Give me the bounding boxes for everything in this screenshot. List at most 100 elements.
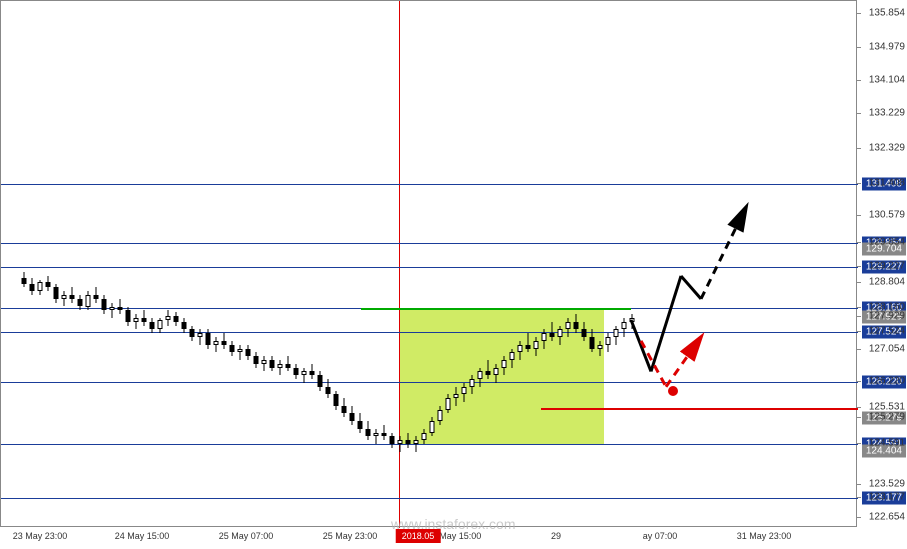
candle [589, 1, 595, 528]
candle [29, 1, 35, 528]
candle [445, 1, 451, 528]
candle [557, 1, 563, 528]
y-tick: 128.804 [869, 277, 905, 288]
x-tick: 31 May 23:00 [737, 531, 792, 541]
y-tick: 130.579 [869, 209, 905, 220]
candle [261, 1, 267, 528]
y-tick: 134.104 [869, 75, 905, 86]
chart-container: 131.408129.854129.227128.160127.524126.2… [0, 0, 907, 549]
candle [621, 1, 627, 528]
candle [77, 1, 83, 528]
candle [413, 1, 419, 528]
y-tick: 129.227 [869, 261, 905, 272]
candle [45, 1, 51, 528]
candle [429, 1, 435, 528]
y-tick: 131.408 [869, 177, 905, 188]
candle [189, 1, 195, 528]
candle [501, 1, 507, 528]
y-tick: 127.524 [869, 326, 905, 337]
candle [245, 1, 251, 528]
candle [517, 1, 523, 528]
candle [549, 1, 555, 528]
candle [525, 1, 531, 528]
candle [197, 1, 203, 528]
candle [285, 1, 291, 528]
y-axis: 135.854134.979134.104133.229132.329131.4… [857, 0, 907, 527]
y-tick: 123.177 [869, 492, 905, 503]
candle [157, 1, 163, 528]
candle [109, 1, 115, 528]
y-tick: 129.854 [869, 237, 905, 248]
candle [213, 1, 219, 528]
candle [509, 1, 515, 528]
candle [405, 1, 411, 528]
x-tick: 29 [551, 531, 561, 541]
candle [317, 1, 323, 528]
candle [389, 1, 395, 528]
candle [165, 1, 171, 528]
candle [269, 1, 275, 528]
plot-area[interactable]: 131.408129.854129.227128.160127.524126.2… [0, 0, 857, 527]
red-dot-marker [668, 386, 678, 396]
y-tick: 126.220 [869, 376, 905, 387]
x-axis: 23 May 23:00 24 May 15:00 25 May 07:00 25 M… [0, 527, 857, 549]
candle [349, 1, 355, 528]
candle [341, 1, 347, 528]
x-tick: 25 May 23:00 [323, 531, 378, 541]
candle [597, 1, 603, 528]
candle [605, 1, 611, 528]
candle [565, 1, 571, 528]
y-tick: 124.591 [869, 438, 905, 449]
candle [117, 1, 123, 528]
x-tick: 24 May 15:00 [115, 531, 170, 541]
x-date-highlight: 2018.05 [396, 529, 441, 543]
candle [493, 1, 499, 528]
candle [533, 1, 539, 528]
y-tick: 127.054 [869, 344, 905, 355]
y-tick: 135.854 [869, 8, 905, 19]
candle [333, 1, 339, 528]
candle [69, 1, 75, 528]
candle [133, 1, 139, 528]
candle [205, 1, 211, 528]
candle [37, 1, 43, 528]
candle [93, 1, 99, 528]
y-tick: 125.279 [869, 412, 905, 423]
candle [541, 1, 547, 528]
candle [149, 1, 155, 528]
candle [477, 1, 483, 528]
candle [613, 1, 619, 528]
green-support-line [361, 308, 631, 310]
candle [141, 1, 147, 528]
candle [485, 1, 491, 528]
x-tick: 25 May 07:00 [219, 531, 274, 541]
candle [437, 1, 443, 528]
y-tick: 123.529 [869, 478, 905, 489]
candle [277, 1, 283, 528]
y-tick: 122.654 [869, 512, 905, 523]
candle [21, 1, 27, 528]
candle [381, 1, 387, 528]
candle [125, 1, 131, 528]
x-tick: 23 May 23:00 [13, 531, 68, 541]
candle [237, 1, 243, 528]
candle [253, 1, 259, 528]
candle [221, 1, 227, 528]
candle [301, 1, 307, 528]
y-tick: 127.929 [869, 310, 905, 321]
candle [397, 1, 403, 528]
candle [61, 1, 67, 528]
y-tick: 133.229 [869, 108, 905, 119]
candle [181, 1, 187, 528]
candle [573, 1, 579, 528]
candle [309, 1, 315, 528]
candle [357, 1, 363, 528]
candle [293, 1, 299, 528]
red-support-line [541, 408, 858, 410]
candle [461, 1, 467, 528]
candle [101, 1, 107, 528]
candle [629, 1, 635, 528]
candle [373, 1, 379, 528]
y-tick: 134.979 [869, 41, 905, 52]
candle [173, 1, 179, 528]
